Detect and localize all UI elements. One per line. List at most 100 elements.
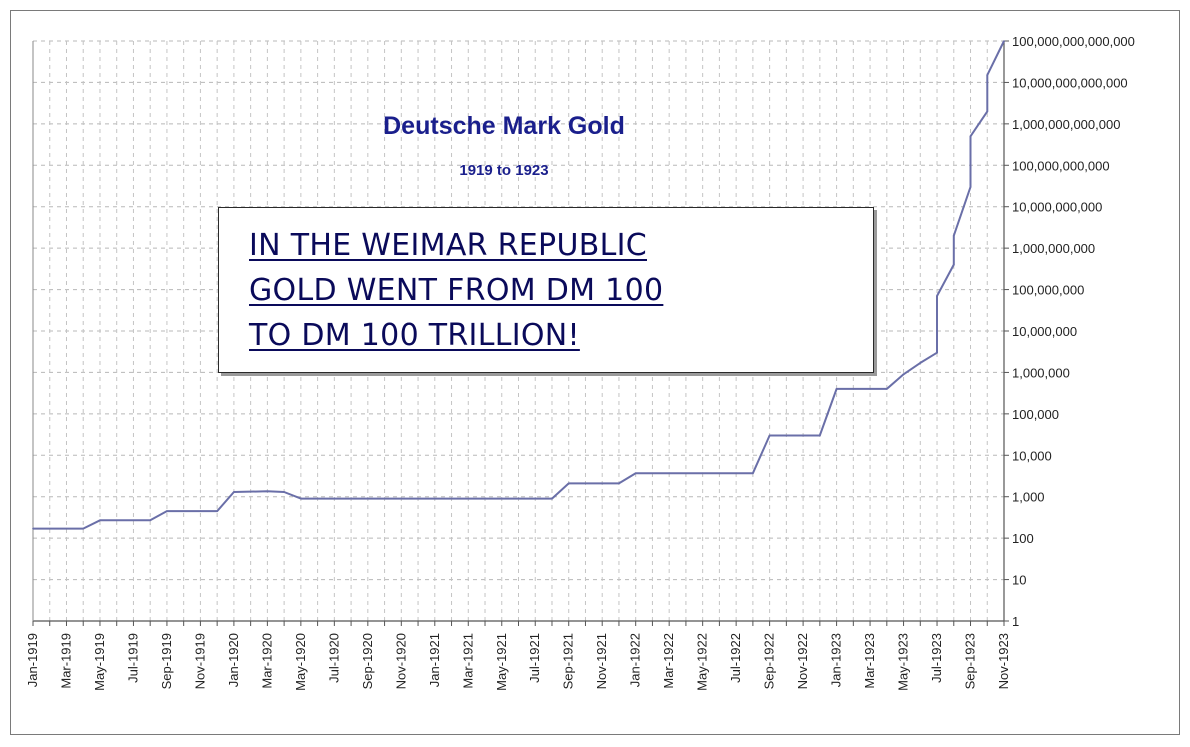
data-point [969,135,972,138]
data-point [367,497,369,500]
y-tick-label: 100,000 [1012,407,1059,422]
data-point [333,497,336,500]
data-point [32,527,34,530]
y-tick-label: 10,000,000 [1012,324,1077,339]
annotation-line-1: IN THE WEIMAR REPUBLIC [249,228,647,263]
annotation-line-2: GOLD WENT FROM DM 100 [249,273,664,308]
series-group [32,40,1005,530]
x-tick-label: Jan-1921 [427,633,442,687]
x-tick-label: May-1922 [695,633,710,691]
x-tick-label: Sep-1923 [963,633,978,689]
data-point [567,482,570,485]
data-point [433,497,436,500]
data-point [1003,40,1005,42]
data-point [82,527,85,530]
data-point [768,434,771,437]
data-point [216,510,218,512]
x-tick-label: Sep-1922 [762,633,777,689]
y-tick-label: 1,000 [1012,490,1045,505]
data-point [300,497,302,500]
x-tick-label: Mar-1921 [460,633,475,689]
data-point [785,434,788,437]
axes [32,40,1009,626]
data-point [701,472,704,474]
x-tick-label: Jul-1922 [728,633,743,683]
y-tick-labels: 1 10 100 1,000 10,000 100,000 1,000,000 10,000,… [1012,34,1135,629]
gold-price-chart: 1 10 100 1,000 10,000 100,000 1,000,000 10,000,… [25,34,1135,691]
data-point [500,497,503,500]
x-tick-label: Nov-1920 [393,633,408,689]
annotation-box: IN THE WEIMAR REPUBLIC GOLD WENT FROM DM… [218,207,874,373]
data-point [99,519,101,522]
data-point [835,388,838,390]
y-tick-label: 10 [1012,573,1026,588]
x-tick-label: Mar-1920 [259,633,274,689]
data-point [986,110,989,113]
y-tick-label: 100,000,000,000 [1012,158,1110,173]
data-point [233,491,235,493]
x-tick-label: May-1919 [92,633,107,691]
data-point [936,295,938,297]
chart-subtitle: 1919 to 1923 [459,162,548,179]
x-tick-label: May-1923 [896,633,911,691]
x-tick-label: May-1920 [293,633,308,691]
data-point [467,497,470,500]
y-tick-label: 1,000,000,000 [1012,241,1095,256]
x-tick-label: Sep-1920 [360,633,375,689]
data-point [634,472,637,474]
x-tick-label: Nov-1921 [594,633,609,689]
y-tick-label: 10,000,000,000 [1012,200,1102,215]
y-tick-label: 10,000,000,000,000 [1012,75,1128,90]
x-tick-label: Mar-1922 [661,633,676,689]
x-tick-label: Mar-1923 [862,633,877,689]
data-point [819,434,821,437]
y-tick-label: 1,000,000 [1012,365,1070,380]
y-tick-label: 100,000,000,000,000 [1012,34,1135,49]
x-tick-label: Jul-1923 [929,633,944,683]
data-point [534,497,537,500]
data-point [802,434,804,437]
data-point [668,472,670,474]
x-tick-labels: Jan-1919 Mar-1919 May-1919 Jul-1919 Sep-1919… [25,633,1011,691]
data-point [283,491,285,493]
data-point [149,519,151,522]
chart-title: Deutsche Mark Gold [383,112,625,140]
x-tick-label: Mar-1919 [58,633,73,689]
x-tick-label: Nov-1922 [795,633,810,689]
data-point [551,497,553,500]
x-tick-label: Jan-1922 [628,633,643,687]
data-point [869,388,871,390]
data-point [969,186,972,188]
data-point [618,482,620,485]
chart-frame: 1 10 100 1,000 10,000 100,000 1,000,000 10,000,… [10,10,1180,735]
data-point [752,472,754,474]
annotation-line-3: TO DM 100 TRILLION! [249,318,580,353]
data-point [919,362,922,364]
x-tick-label: Jan-1919 [25,633,40,687]
x-tick-label: May-1921 [494,633,509,691]
x-tick-label: Jan-1920 [226,633,241,687]
data-point [986,74,989,76]
x-tick-label: Sep-1921 [561,633,576,689]
data-point [199,510,202,512]
data-point [852,388,855,390]
data-point [735,472,737,474]
data-point [952,263,955,266]
x-tick-label: Nov-1923 [996,633,1011,689]
data-point [952,234,955,237]
data-point [166,510,168,512]
x-tick-label: Sep-1919 [159,633,174,689]
x-tick-label: Jul-1921 [527,633,542,683]
data-point [886,388,888,390]
y-tick-label: 1,000,000,000,000 [1012,117,1120,132]
data-point [902,373,905,376]
data-point [601,482,604,485]
x-tick-label: Nov-1919 [192,633,207,689]
y-tick-label: 1 [1012,614,1019,629]
data-point [266,490,269,493]
y-tick-label: 100,000,000 [1012,283,1084,298]
x-tick-label: Jan-1923 [829,633,844,687]
x-tick-label: Jul-1920 [326,633,341,683]
data-point [936,351,938,354]
x-tick-label: Jul-1919 [125,633,140,683]
